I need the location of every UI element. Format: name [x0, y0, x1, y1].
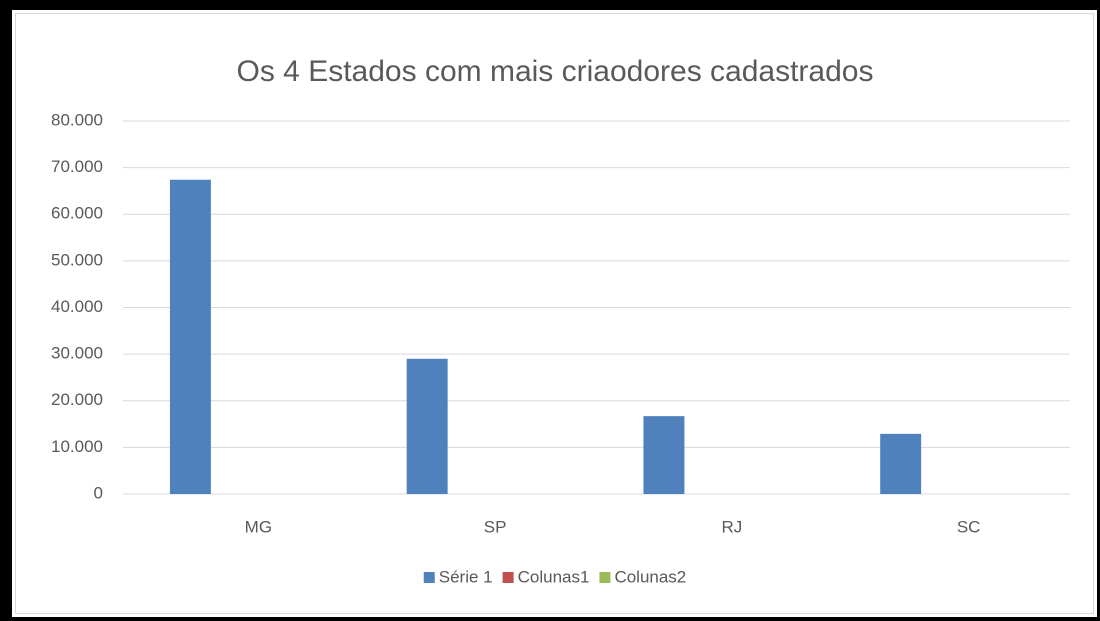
- x-tick-label: MG: [245, 517, 272, 536]
- y-tick-label: 50.000: [51, 250, 103, 269]
- y-tick-label: 70.000: [51, 157, 103, 176]
- x-tick-label: SP: [484, 517, 507, 536]
- legend-label: Colunas2: [614, 567, 686, 586]
- y-tick-label: 30.000: [51, 344, 103, 363]
- chart-border: [15, 13, 1094, 614]
- y-tick-label: 80.000: [51, 110, 103, 129]
- y-tick-label: 20.000: [51, 390, 103, 409]
- x-tick-label: SC: [957, 517, 981, 536]
- y-tick-label: 10.000: [51, 437, 103, 456]
- bar: [169, 179, 211, 494]
- bar: [643, 416, 685, 494]
- y-tick-label: 0: [94, 483, 103, 502]
- legend-swatch: [599, 572, 611, 583]
- chart-title: Os 4 Estados com mais criaodores cadastr…: [237, 55, 874, 88]
- legend-swatch: [502, 572, 514, 583]
- legend-label: Colunas1: [518, 567, 590, 586]
- legend-label: Série 1: [439, 567, 493, 586]
- x-tick-label: RJ: [721, 517, 742, 536]
- y-tick-label: 60.000: [51, 204, 103, 223]
- legend-swatch: [423, 572, 435, 583]
- y-tick-label: 40.000: [51, 297, 103, 316]
- bar: [406, 358, 448, 494]
- bar: [880, 433, 922, 494]
